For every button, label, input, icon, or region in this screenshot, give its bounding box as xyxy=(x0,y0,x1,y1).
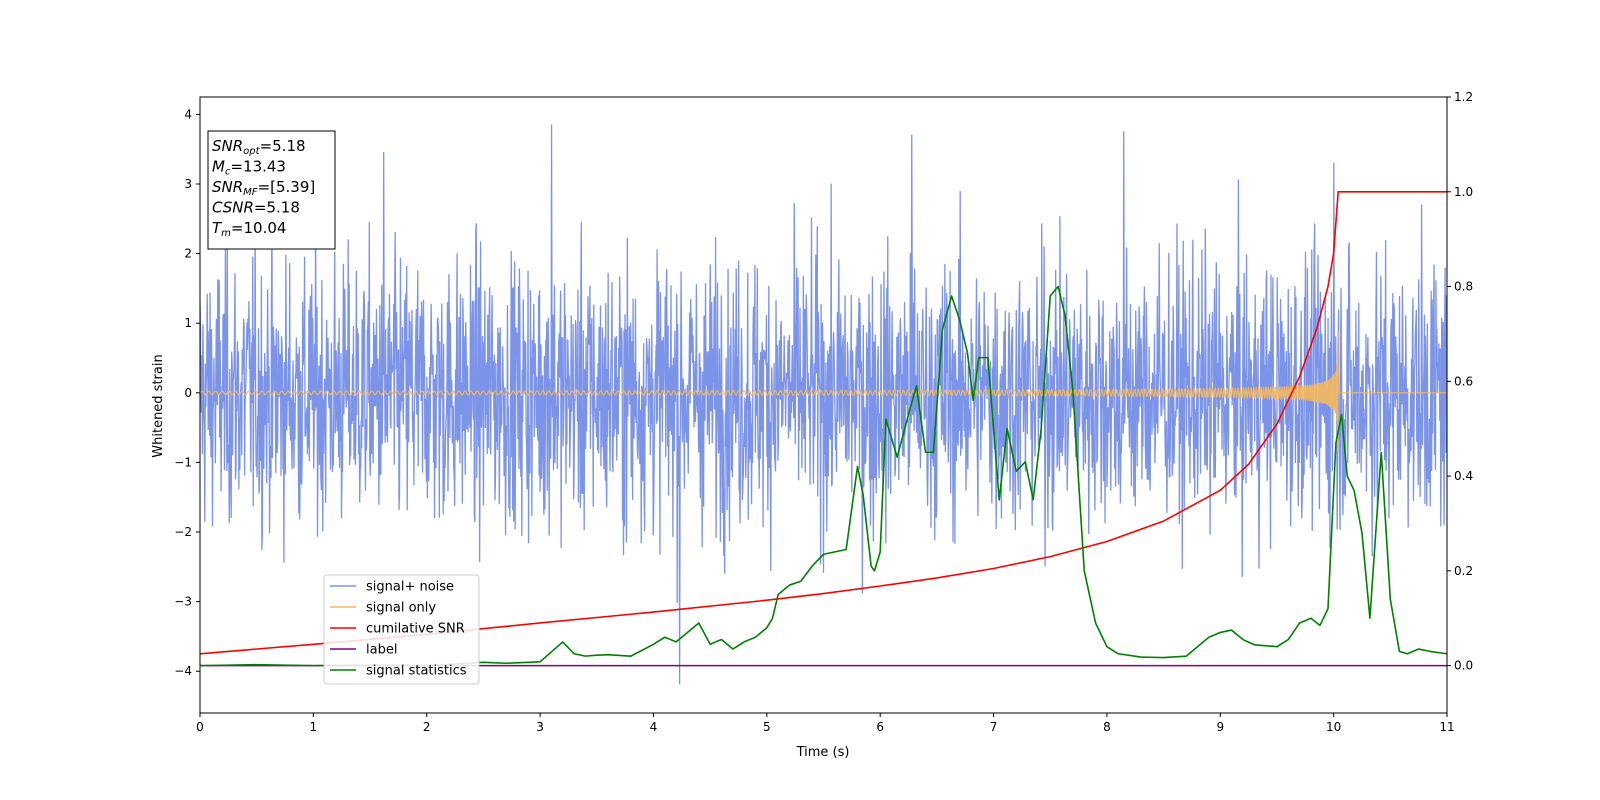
annotation-line: Mc=13.43 xyxy=(212,158,286,178)
annotation-subscript: MF xyxy=(243,187,258,198)
annotation-value: =5.18 xyxy=(260,137,306,155)
annotation-line: Tm=10.04 xyxy=(212,219,286,239)
annotation-line: SNRopt=5.18 xyxy=(212,137,306,157)
y-left-tick-label: 2 xyxy=(184,247,192,261)
annotation-symbol: SNR xyxy=(212,178,243,196)
y-right-tick-label: 0.0 xyxy=(1454,659,1473,673)
annotation-line: CSNR=5.18 xyxy=(212,199,300,217)
annotation-symbol: T xyxy=(212,219,223,237)
x-tick-label: 6 xyxy=(876,720,884,734)
y-left-tick-label: 0 xyxy=(184,386,192,400)
legend: signal+ noise signal only cumilative SNR la… xyxy=(323,574,480,685)
annotation-box: SNRopt=5.18Mc=13.43SNRMF=[5.39]CSNR=5.18… xyxy=(207,130,336,250)
y-right-tick-label: 0.2 xyxy=(1454,564,1473,578)
x-tick-label: 8 xyxy=(1103,720,1111,734)
annotation-line: SNRMF=[5.39] xyxy=(212,178,315,198)
y-left-tick-label: −1 xyxy=(174,455,192,469)
y-left-tick-label: 1 xyxy=(184,316,192,330)
y-left-tick-label: 4 xyxy=(184,107,192,121)
y-axis-label: Whitened strain xyxy=(151,354,166,457)
y-axis-left: 4 3 2 1 0 −1 −2 −3 −4 xyxy=(174,107,200,678)
annotation-subscript: opt xyxy=(243,146,260,157)
legend-item-label: cumilative SNR xyxy=(366,622,465,637)
y-left-tick-label: −3 xyxy=(174,595,192,609)
x-tick-label: 4 xyxy=(650,720,658,734)
y-right-tick-label: 0.8 xyxy=(1454,280,1473,294)
x-axis-label: Time (s) xyxy=(796,745,850,760)
y-axis-right: 1.2 1.0 0.8 0.6 0.4 0.2 0.0 xyxy=(1447,90,1473,673)
annotation-symbol: M xyxy=(212,158,225,176)
series-signal-plus-noise xyxy=(200,124,1447,685)
legend-item-label: signal statistics xyxy=(366,664,467,679)
legend-item-label: signal only xyxy=(366,601,436,616)
x-tick-label: 5 xyxy=(763,720,771,734)
x-tick-label: 0 xyxy=(196,720,204,734)
annotation-subscript: c xyxy=(225,167,231,178)
y-right-tick-label: 1.0 xyxy=(1454,185,1473,199)
legend-item-label: label xyxy=(366,643,397,658)
x-tick-label: 7 xyxy=(990,720,998,734)
annotation-value: =13.43 xyxy=(230,158,286,176)
y-left-tick-label: 3 xyxy=(184,177,192,191)
y-left-tick-label: −4 xyxy=(174,664,192,678)
series-signal-only xyxy=(200,330,1447,451)
x-axis: 0 1 2 3 4 5 6 7 8 9 10 11 xyxy=(196,713,1455,734)
annotation-value: =5.18 xyxy=(254,199,300,217)
x-tick-label: 3 xyxy=(536,720,544,734)
x-tick-label: 2 xyxy=(423,720,431,734)
legend-frame xyxy=(323,574,480,685)
annotation-frame xyxy=(207,130,336,250)
annotation-symbol: CSNR xyxy=(212,199,254,217)
annotation-value: =10.04 xyxy=(231,219,287,237)
y-right-tick-label: 0.4 xyxy=(1454,469,1473,483)
plot-frame xyxy=(199,96,1448,714)
y-right-tick-label: 0.6 xyxy=(1454,374,1473,388)
annotation-subscript: m xyxy=(221,228,231,239)
y-left-tick-label: −2 xyxy=(174,525,192,539)
series-cumulative-snr xyxy=(200,190,1447,655)
annotation-symbol: SNR xyxy=(212,137,243,155)
x-tick-label: 10 xyxy=(1326,720,1341,734)
x-tick-label: 11 xyxy=(1439,720,1454,734)
series-signal-statistics xyxy=(200,285,1447,667)
x-tick-label: 9 xyxy=(1216,720,1224,734)
x-tick-label: 1 xyxy=(310,720,318,734)
y-right-tick-label: 1.2 xyxy=(1454,90,1473,104)
legend-item-label: signal+ noise xyxy=(366,580,454,595)
annotation-value: =[5.39] xyxy=(258,178,316,196)
